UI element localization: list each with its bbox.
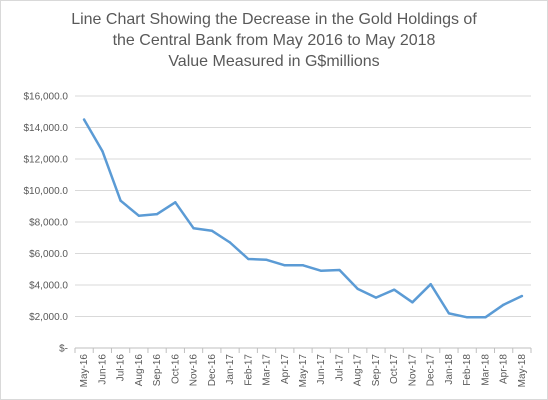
x-tick-label: Oct-17 <box>389 354 400 384</box>
x-tick-label: Sep-16 <box>152 354 163 387</box>
x-tick-label: Jun-17 <box>316 354 327 385</box>
x-tick-label: Oct-16 <box>170 354 181 384</box>
data-point <box>520 294 524 298</box>
chart-title-line-1: Line Chart Showing the Decrease in the G… <box>71 11 477 28</box>
data-point <box>411 301 414 304</box>
x-tick-label: Sep-17 <box>371 354 382 387</box>
x-tick-label: Apr-17 <box>280 354 291 384</box>
data-point <box>137 214 141 217</box>
y-tick-label: $2,000.0 <box>29 312 68 323</box>
x-tick-label: Nov-17 <box>407 354 418 387</box>
x-tick-label: Dec-17 <box>426 354 437 387</box>
x-tick-label: Aug-17 <box>353 354 364 387</box>
x-tick-label: Apr-18 <box>499 354 510 384</box>
y-tick-label: $- <box>59 344 68 355</box>
data-point <box>155 212 159 216</box>
data-point <box>210 229 213 232</box>
data-point <box>465 316 469 319</box>
y-tick-label: $4,000.0 <box>29 281 68 292</box>
data-point <box>228 241 232 244</box>
x-tick-label: May-16 <box>79 354 90 388</box>
data-point <box>374 296 378 299</box>
x-tick-label: Jan-17 <box>225 354 236 385</box>
data-point <box>502 303 505 306</box>
data-point <box>174 201 177 204</box>
x-tick-label: Feb-18 <box>462 354 473 386</box>
chart-title-line-3: Value Measured in G$millions <box>168 53 380 70</box>
chart-title-line-2: the Central Bank from May 2016 to May 20… <box>112 32 436 49</box>
x-tick-label: May-18 <box>517 354 528 388</box>
data-point <box>393 288 396 291</box>
data-point <box>320 269 323 273</box>
data-point <box>283 264 286 267</box>
data-point <box>429 283 432 286</box>
data-point <box>82 118 86 121</box>
x-tick-label: Jun-16 <box>97 354 108 385</box>
y-tick-label: $14,000.0 <box>24 123 69 134</box>
data-point <box>265 258 268 261</box>
data-point <box>447 312 451 315</box>
x-tick-label: Aug-16 <box>134 354 145 387</box>
y-tick-label: $8,000.0 <box>29 218 68 229</box>
y-tick-label: $16,000.0 <box>24 92 69 103</box>
data-point <box>247 257 250 261</box>
series-line <box>82 118 524 319</box>
x-tick-label: Feb-17 <box>243 354 254 386</box>
data-point <box>338 268 341 272</box>
x-tick-label: Jul-17 <box>334 354 345 382</box>
x-tick-label: Jan-18 <box>444 354 455 385</box>
chart-title: Line Chart Showing the Decrease in the G… <box>1 9 547 72</box>
data-point <box>119 199 122 202</box>
data-point <box>101 149 104 153</box>
y-tick-label: $6,000.0 <box>29 249 68 260</box>
x-tick-label: Nov-16 <box>189 354 200 387</box>
y-tick-label: $12,000.0 <box>24 155 69 166</box>
y-tick-label: $10,000.0 <box>24 186 69 197</box>
x-tick-label: Mar-18 <box>480 354 491 386</box>
x-tick-label: May-17 <box>298 354 309 388</box>
x-tick-label: Mar-17 <box>262 354 273 386</box>
x-tick-label: Jul-16 <box>116 354 127 382</box>
data-point <box>484 316 487 319</box>
data-point <box>356 287 359 291</box>
data-point <box>301 264 305 267</box>
data-point <box>192 227 195 230</box>
x-tick-label: Dec-16 <box>207 354 218 387</box>
